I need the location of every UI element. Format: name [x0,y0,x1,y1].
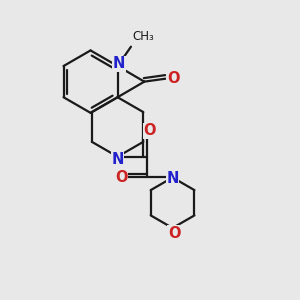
Text: O: O [167,71,179,86]
Text: N: N [113,56,125,71]
Text: N: N [111,152,124,166]
Text: O: O [168,226,180,241]
Text: O: O [143,123,156,138]
Text: CH₃: CH₃ [132,30,154,43]
Text: O: O [115,170,128,185]
Text: N: N [167,171,179,186]
